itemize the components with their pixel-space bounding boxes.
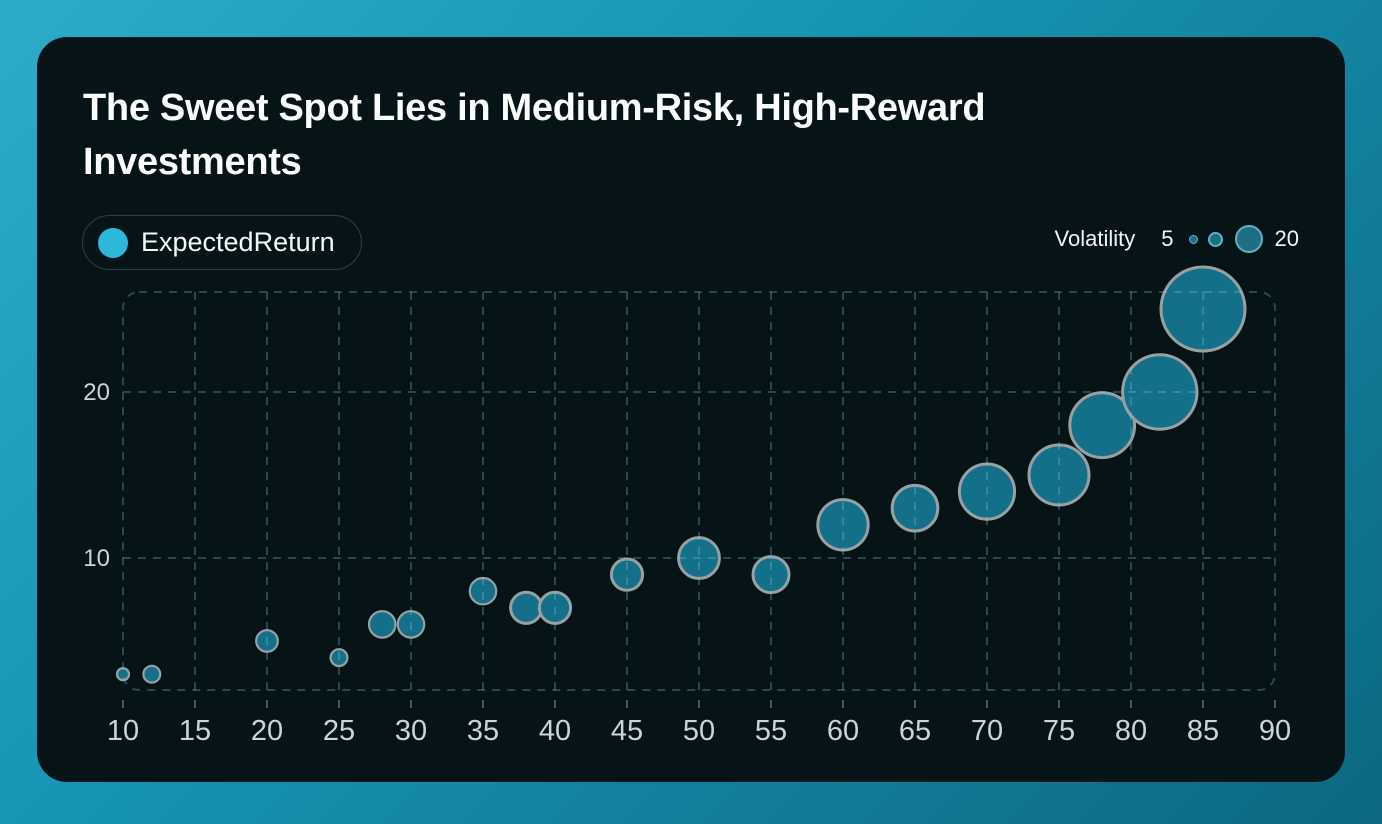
x-axis-label: 60	[827, 715, 859, 747]
bubble-point[interactable]	[816, 498, 870, 552]
bubble-point[interactable]	[1159, 265, 1247, 353]
bubble-point[interactable]	[1027, 443, 1091, 507]
size-legend-title: Volatility	[1054, 226, 1136, 251]
bubble-point[interactable]	[396, 610, 426, 639]
size-legend-small-circle-icon	[1188, 234, 1198, 244]
y-axis-label: 20	[83, 379, 110, 406]
bubble-point[interactable]	[890, 483, 940, 533]
series-legend-pill[interactable]: ExpectedReturn	[82, 215, 362, 270]
chart-title: The Sweet Spot Lies in Medium-Risk, High…	[83, 87, 986, 183]
x-axis-label: 65	[899, 715, 931, 747]
bubble-point[interactable]	[142, 664, 162, 684]
bubble-chart-plot-area: 10 15 20 25 30 35 40 45 50 55 60 65 70 75 80 85 90 10 20	[83, 265, 1291, 747]
x-axis-label: 30	[395, 715, 427, 747]
x-axis-label: 50	[683, 715, 715, 747]
bubble-point[interactable]	[329, 648, 349, 668]
x-axis-label: 70	[971, 715, 1003, 747]
x-axis-label: 80	[1115, 715, 1147, 747]
series-color-dot-icon	[98, 227, 128, 258]
x-axis-label: 85	[1187, 715, 1219, 747]
plot-border	[122, 291, 1276, 691]
bubble-size-legend: Volatility 5 20	[1055, 219, 1299, 259]
x-axis-label: 55	[755, 715, 787, 747]
y-axis-label: 10	[83, 545, 110, 572]
x-axis-label: 90	[1259, 715, 1291, 747]
size-legend-max-value: 20	[1274, 226, 1299, 251]
bubble-point[interactable]	[677, 536, 721, 580]
x-axis-label: 15	[179, 715, 211, 747]
bubble-point[interactable]	[751, 555, 791, 595]
bubble-point[interactable]	[537, 590, 573, 625]
chart-card: The Sweet Spot Lies in Medium-Risk, High…	[37, 37, 1345, 782]
bubble-point[interactable]	[115, 667, 131, 682]
x-axis-label: 40	[539, 715, 571, 747]
x-axis-label: 75	[1043, 715, 1075, 747]
bubble-point[interactable]	[255, 629, 279, 653]
size-legend-large-circle-icon	[1234, 225, 1263, 253]
series-legend-label: ExpectedReturn	[141, 227, 335, 257]
x-axis-label: 35	[467, 715, 499, 747]
size-legend-min-value: 5	[1161, 226, 1174, 251]
bubble-point[interactable]	[1068, 391, 1137, 460]
bubble-point[interactable]	[468, 576, 498, 606]
size-legend-medium-circle-icon	[1207, 231, 1223, 247]
x-axis-label: 25	[323, 715, 355, 747]
x-axis-label: 20	[251, 715, 283, 747]
bubble-point[interactable]	[367, 610, 397, 639]
x-axis-label: 45	[611, 715, 643, 747]
bubble-point[interactable]	[509, 590, 544, 625]
bubble-point[interactable]	[1121, 353, 1199, 431]
bubble-point[interactable]	[609, 557, 645, 592]
bubble-point[interactable]	[957, 462, 1017, 521]
x-axis-label: 10	[107, 715, 139, 747]
